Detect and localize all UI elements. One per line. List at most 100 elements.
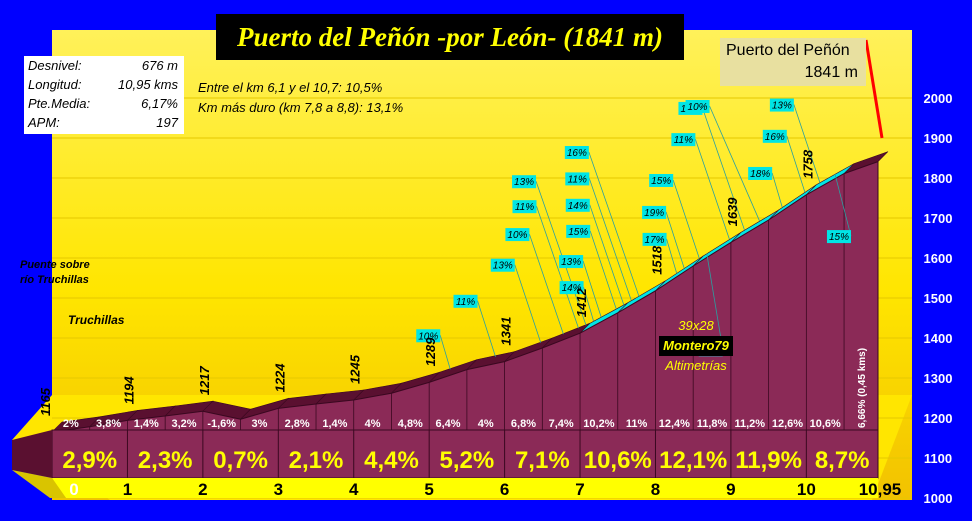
- altitude-label: 1639: [725, 197, 740, 227]
- callout-box: [416, 329, 441, 343]
- half-km-gradient-label: 11,2%: [734, 418, 765, 430]
- km-gradient-label: 2,3%: [138, 447, 193, 474]
- callout-label: 18%: [750, 169, 770, 180]
- callout-box: [490, 258, 515, 272]
- stats-value: 197: [156, 115, 178, 130]
- y-axis: 2000 1900 1800 1700 1600 1500 1400 1300 1200 1100…: [924, 91, 953, 506]
- half-km-gradient-label: 11,8%: [697, 418, 728, 430]
- y-tick-label: 2000: [924, 91, 953, 106]
- callout-leader: [666, 238, 677, 273]
- callout-label: 11%: [674, 135, 693, 146]
- x-tick-label: 2: [198, 480, 207, 499]
- callout-box: [748, 166, 773, 180]
- note-1: Entre el km 6,1 y el 10,7: 10,5%: [198, 80, 383, 95]
- profile-layer: [12, 151, 889, 479]
- altitude-label: 1341: [499, 317, 514, 346]
- km-gradient-label: 2,1%: [289, 447, 344, 474]
- stats-label: Desnivel:: [28, 58, 82, 73]
- x-tick-label: 5: [424, 480, 433, 499]
- altitude-label: 1224: [272, 363, 287, 393]
- callout-box: [559, 281, 584, 295]
- callout-label: 13%: [561, 257, 581, 268]
- km-gradient-label: 5,2%: [440, 447, 495, 474]
- last-segment-label: 6,66% (0,45 kms): [857, 348, 868, 428]
- stats-box: Desnivel: 676 m Longitud: 10,95 kms Pte.Medi…: [24, 56, 184, 134]
- callout-leader: [834, 173, 852, 237]
- x-tick-label: 9: [726, 480, 735, 499]
- callout-label: 19%: [644, 208, 664, 219]
- stats-label: Longitud:: [28, 77, 82, 92]
- callout-leader: [588, 151, 640, 297]
- half-km-gradient-label: 6,4%: [435, 418, 460, 430]
- altitude-label: 1289: [423, 337, 438, 367]
- half-km-gradient-label: 6,8%: [511, 418, 536, 430]
- y-tick-label: 1800: [924, 171, 953, 186]
- callout-leader: [477, 300, 496, 357]
- stats-label: APM:: [28, 115, 60, 130]
- summit-marker-line: [864, 39, 884, 139]
- credit-size: 39x28: [678, 318, 714, 333]
- callout-leader: [709, 105, 760, 222]
- callout-box: [769, 98, 794, 112]
- altitude-label: 1217: [197, 366, 212, 396]
- place-label-puente-line1: Puente sobre: [20, 259, 90, 271]
- altitude-label: 1412: [574, 288, 589, 318]
- half-km-gradient-label: 11%: [626, 418, 648, 430]
- callout-label: 13%: [514, 177, 534, 188]
- callout-box: [505, 228, 530, 242]
- note-2: Km más duro (km 7,8 a 8,8): 13,1%: [198, 100, 404, 115]
- callout-box: [453, 294, 478, 308]
- chart-title-text: Puerto del Peñón -por León- (1841 m): [237, 21, 663, 52]
- altitude-label: 1194: [121, 376, 136, 405]
- y-tick-label: 1100: [924, 451, 952, 466]
- callout-label: 11%: [515, 202, 534, 213]
- x-tick-label: 0: [69, 480, 78, 499]
- callout-label: 14%: [568, 201, 588, 212]
- callout-label: 16%: [765, 132, 785, 143]
- stats-row: Desnivel: 676 m: [28, 58, 178, 76]
- chart-title: Puerto del Peñón -por León- (1841 m): [216, 14, 684, 60]
- callout-leader: [583, 287, 594, 322]
- callout-leader: [793, 104, 821, 183]
- callout-box: [512, 200, 537, 214]
- callout-label: 15%: [568, 227, 588, 238]
- half-km-gradient-label: 10,6%: [810, 418, 841, 430]
- km-band-left-face: [12, 430, 52, 478]
- y-tick-label: 1300: [924, 371, 953, 386]
- credit-site: Altimetrías: [665, 358, 727, 373]
- half-km-gradient-label: 1,4%: [134, 418, 159, 430]
- callout-box: [566, 224, 591, 238]
- half-km-gradient-label: 3%: [251, 418, 267, 430]
- km-gradient-label: 8,7%: [815, 447, 870, 474]
- callout-leader: [535, 181, 587, 326]
- callout-box: [559, 255, 584, 269]
- callout-leader: [702, 107, 745, 231]
- callout-leader: [786, 135, 806, 192]
- x-tick-label: 10: [797, 480, 816, 499]
- callout-leader: [589, 230, 617, 310]
- place-label-puente: Puente sobre río Truchillas: [20, 258, 90, 288]
- callout-leader: [582, 260, 602, 318]
- half-km-gradient-label: 12,4%: [659, 418, 690, 430]
- stats-row: Pte.Media: 6,17%: [28, 96, 178, 114]
- stats-row: Longitud: 10,95 kms: [28, 77, 178, 95]
- callouts-layer: 10%11%13%10%11%13%14%13%15%14%11%16%17%1…: [416, 98, 852, 370]
- callout-box: [564, 146, 589, 159]
- half-km-gradient-label: 2%: [63, 418, 79, 430]
- km-gradient-label: 4,4%: [364, 447, 419, 474]
- callout-box: [512, 175, 537, 189]
- half-km-gradient-label: 12,6%: [772, 418, 803, 430]
- callout-label: 13%: [772, 101, 792, 112]
- stats-label: Pte.Media:: [28, 96, 91, 111]
- callout-label: 15%: [829, 232, 849, 243]
- callout-box: [642, 232, 667, 246]
- x-tick-label: 10,95: [859, 480, 902, 499]
- y-tick-label: 1700: [924, 211, 953, 226]
- x-axis-band: [52, 478, 878, 498]
- altitude-label: 1518: [649, 245, 664, 275]
- y-tick-label: 1400: [924, 331, 953, 346]
- labels-layer: 2% 3,8% 1,4% 3,2% -1,6% 3% 2,8% 1,4% 4% 4,8% 6,4% 4…: [38, 149, 870, 474]
- notes: Entre el km 6,1 y el 10,7: 10,5% Km más …: [198, 78, 403, 118]
- half-km-gradient-label: 10,2%: [583, 418, 614, 430]
- credit-author: Montero79: [659, 336, 733, 356]
